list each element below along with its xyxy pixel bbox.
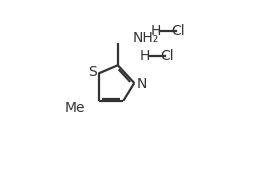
- Text: Cl: Cl: [160, 49, 174, 63]
- Text: Cl: Cl: [171, 24, 185, 38]
- Text: H: H: [151, 24, 161, 38]
- Text: H: H: [140, 49, 150, 63]
- Text: S: S: [88, 65, 96, 79]
- Text: NH₂: NH₂: [133, 31, 159, 45]
- Text: N: N: [136, 77, 147, 91]
- Text: Me: Me: [64, 101, 85, 115]
